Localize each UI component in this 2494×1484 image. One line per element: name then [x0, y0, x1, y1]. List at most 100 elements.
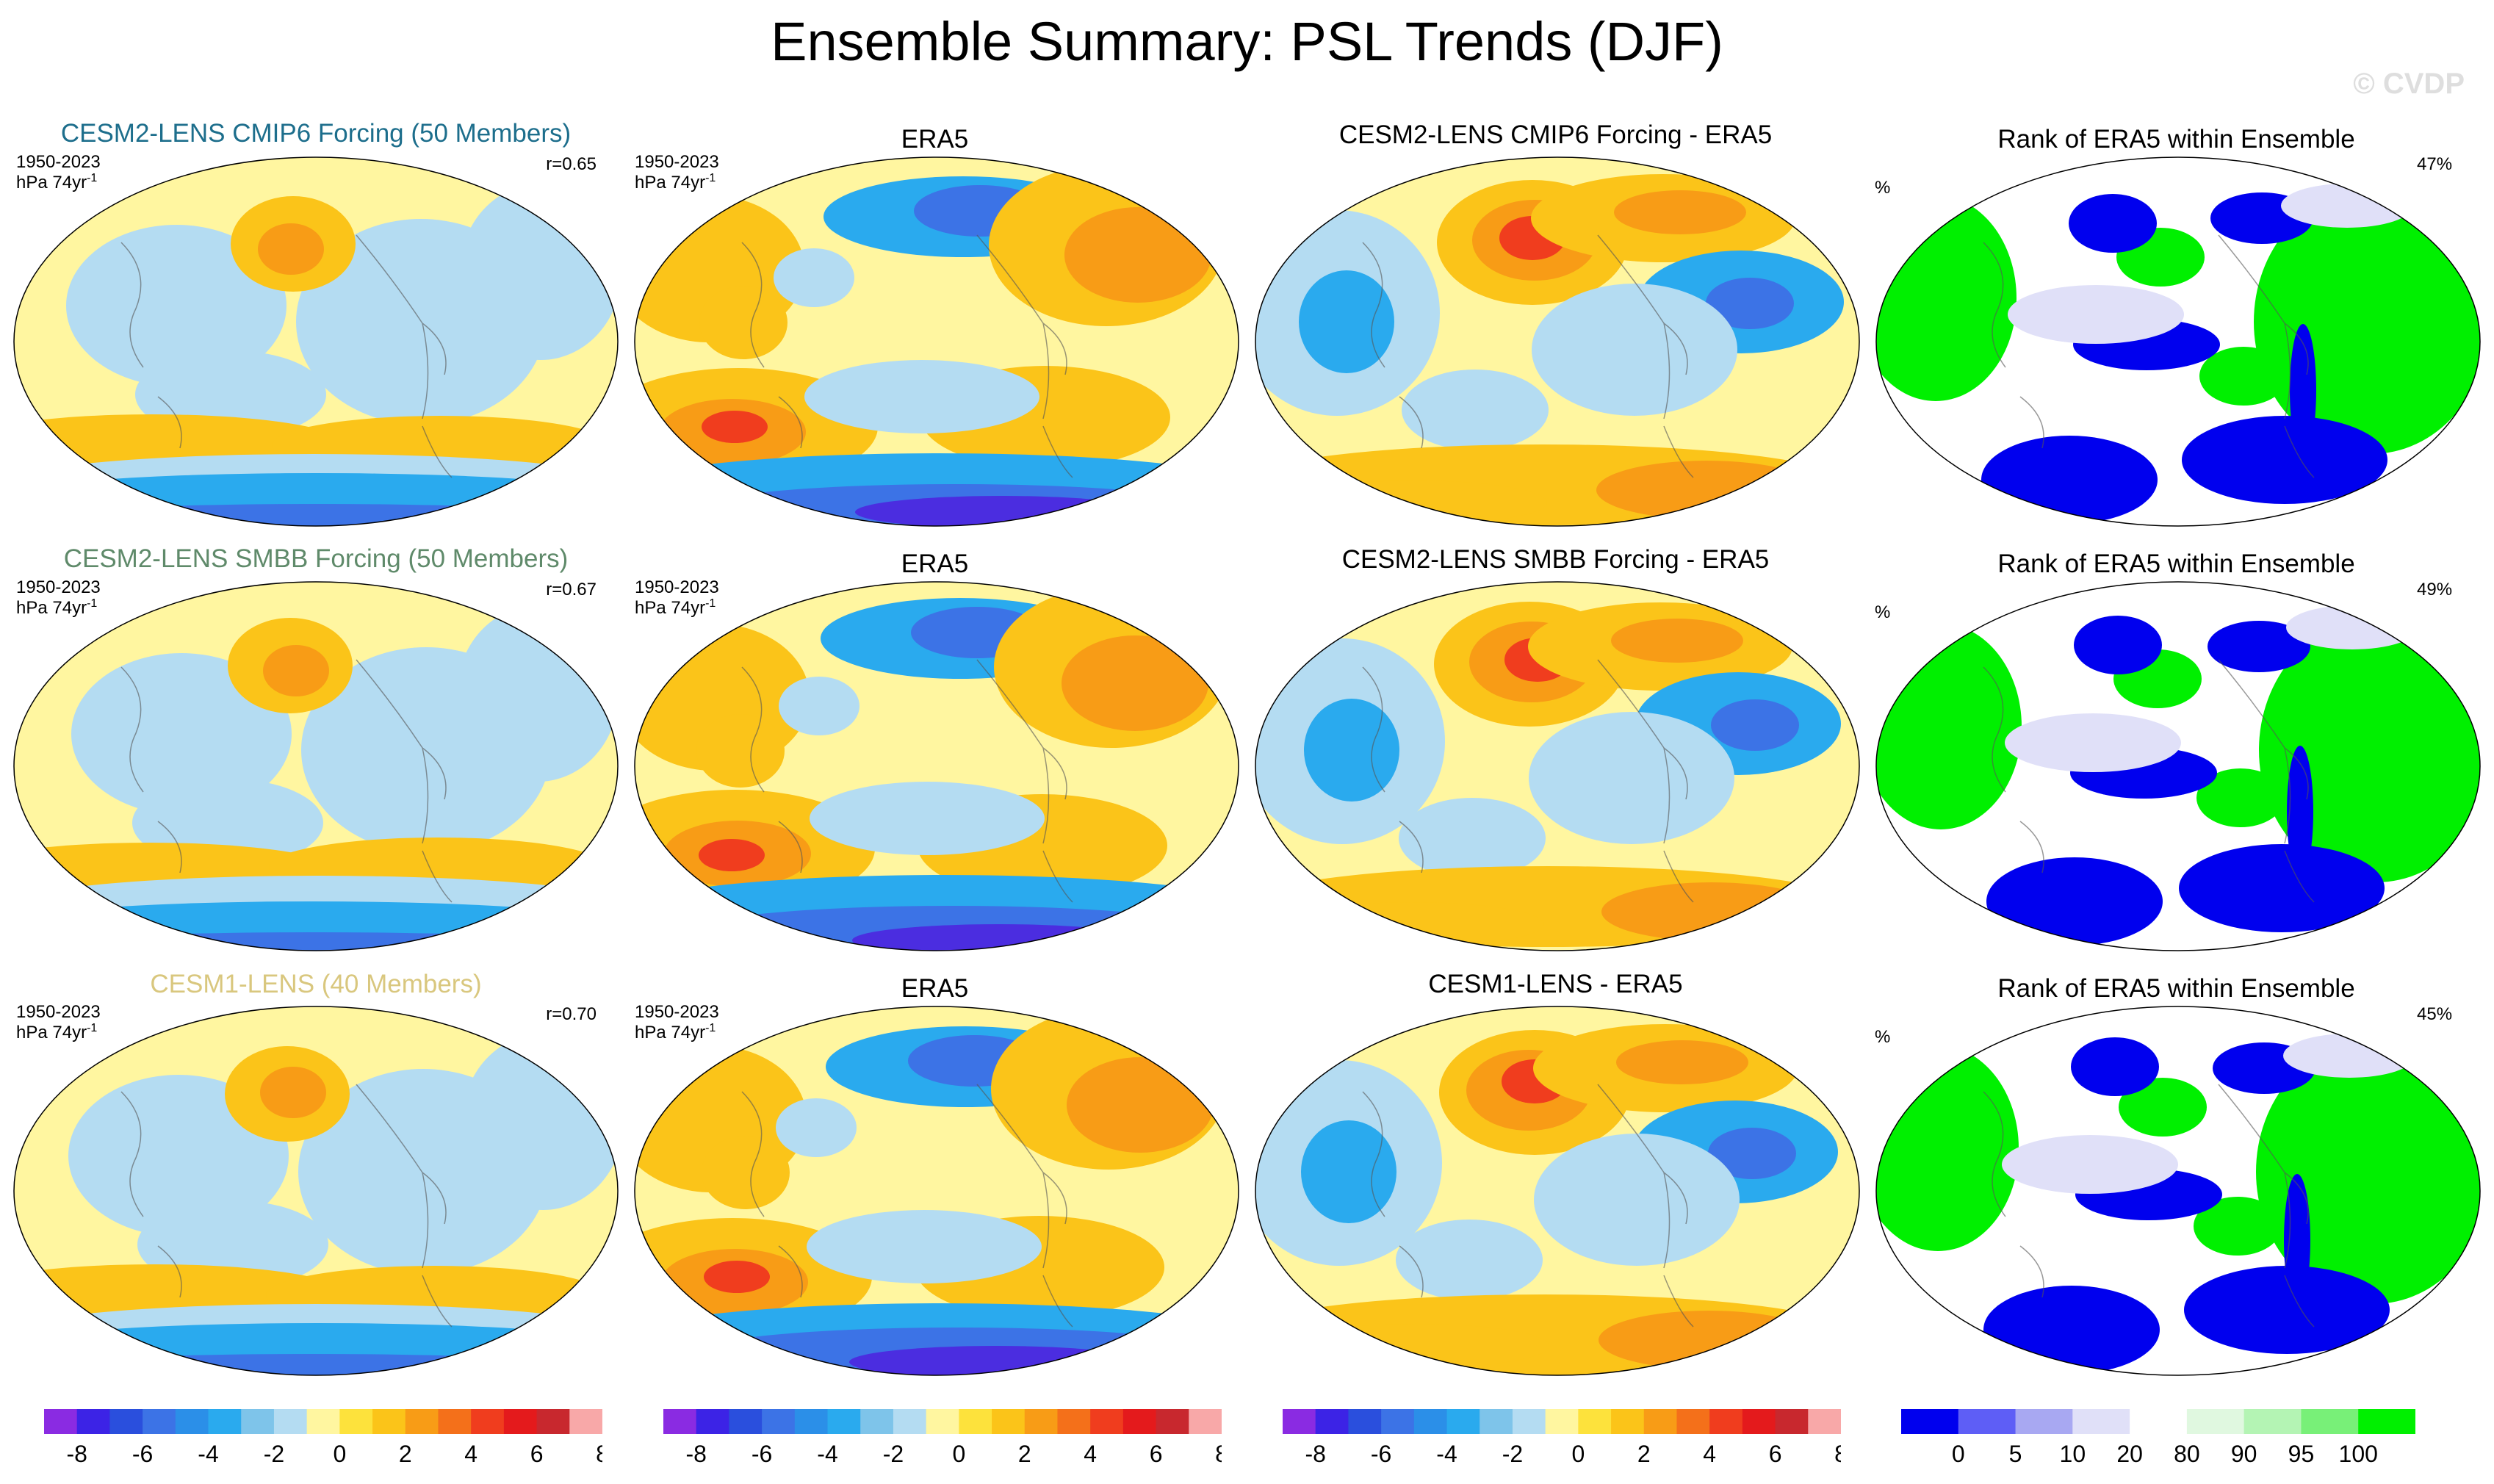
rank-colorbar-tick-label: 20 — [2116, 1441, 2143, 1467]
map-border — [1255, 581, 1860, 951]
obs-map-field-region — [855, 496, 1149, 526]
colorbar-tick-label: 4 — [464, 1441, 477, 1467]
row3-diff-map — [1255, 1006, 1860, 1376]
rank-colorbar-swatch — [2301, 1409, 2359, 1434]
map-border — [1875, 581, 2481, 951]
row2-diff-title: CESM2-LENS SMBB Forcing - ERA5 — [1341, 545, 1770, 574]
row1-rank-percent: 47% — [2417, 154, 2453, 174]
row2-annotation: 1950-2023 hPa 74yr-1 — [16, 577, 101, 618]
colorbar-swatch — [992, 1409, 1026, 1434]
row1-annotation: 1950-2023 hPa 74yr-1 — [16, 152, 101, 193]
row3-model-title: CESM1-LENS (40 Members) — [150, 970, 482, 998]
row2-obs-map — [634, 581, 1239, 951]
row2-obs-title: ERA5 — [901, 550, 969, 578]
rank-map-field-region — [1986, 857, 2163, 945]
model-map-field-region — [14, 1354, 618, 1375]
rank-colorbar-tick-label: 95 — [2288, 1441, 2315, 1467]
colorbar-tick-label: -4 — [198, 1441, 218, 1467]
rank-colorbar-swatch — [2186, 1409, 2245, 1434]
colorbar-swatch — [1381, 1409, 1415, 1434]
model-map-field-region — [460, 184, 618, 360]
diff-map-field-region — [1304, 699, 1399, 802]
colorbar-tick-label: 0 — [1571, 1441, 1585, 1467]
colorbar-tick-label: -4 — [817, 1441, 837, 1467]
diff-map-field-region — [1285, 1324, 1549, 1368]
colorbar-swatch — [1156, 1409, 1189, 1434]
colorbar-swatch — [1122, 1409, 1157, 1434]
rank-map-field-region — [2184, 1266, 2390, 1354]
rank-colorbar-tick-label: 0 — [1952, 1441, 1965, 1467]
rank-map-field-region — [2071, 1037, 2159, 1096]
obs-map-field-region — [1062, 635, 1208, 731]
colorbar-swatch — [306, 1409, 340, 1434]
colorbar-swatch — [339, 1409, 373, 1434]
obs-map-field-region — [779, 677, 859, 735]
rank-colorbar-tick-label: 80 — [2174, 1441, 2200, 1467]
row2-rank-map — [1875, 581, 2481, 951]
row2-correlation: r=0.67 — [546, 580, 597, 599]
model-map-field-region — [14, 504, 618, 526]
rank-map-field-region — [2119, 1078, 2207, 1137]
coastline-outline — [741, 1084, 1073, 1328]
diff-map-field-region — [1529, 712, 1734, 844]
row2-model-map — [13, 581, 619, 951]
row3-obs-title: ERA5 — [901, 974, 969, 1003]
diff-map-field-region — [1255, 444, 1851, 525]
diff-map-field-region — [1534, 1134, 1740, 1266]
colorbar-tick-label: 2 — [1637, 1441, 1651, 1467]
coastline-outline — [1983, 659, 2315, 903]
colorbar-swatch — [109, 1409, 143, 1434]
rank-map-field-region — [2179, 844, 2385, 932]
rank-map-field-region — [2196, 768, 2285, 827]
map-border — [634, 156, 1239, 527]
colorbar-tick-label: 8 — [1834, 1441, 1841, 1467]
colorbar-tick-label: 2 — [399, 1441, 412, 1467]
colorbar-swatch — [405, 1409, 439, 1434]
diff-map-field-region — [1532, 284, 1737, 416]
rank-map-field-region — [2194, 1197, 2282, 1256]
colorbar-tick-label: 8 — [596, 1441, 602, 1467]
diff-map-field-region — [1711, 699, 1799, 751]
colorbar-swatch — [1413, 1409, 1448, 1434]
rank-colorbar: 0 5 10 20 80 90 95 100 — [1901, 1409, 2416, 1472]
colorbar-swatch — [76, 1409, 110, 1434]
rank-map-field-region — [1981, 436, 2158, 524]
rank-map-field-region — [2008, 285, 2184, 344]
diff-map-field-region — [1708, 1128, 1796, 1179]
colorbar-swatch — [143, 1409, 176, 1434]
trend-colorbar-diff: -8 -6 -4 -2 0 2 4 6 8 — [1283, 1409, 1848, 1472]
colorbar-swatch — [175, 1409, 209, 1434]
coastline-outline — [120, 234, 453, 478]
colorbar-swatch — [438, 1409, 472, 1434]
row1-diff-title: CESM2-LENS CMIP6 Forcing - ERA5 — [1338, 120, 1773, 149]
row1-obs-title: ERA5 — [901, 125, 969, 154]
diff-map-field-region — [1402, 370, 1549, 450]
colorbar-swatch — [1189, 1409, 1222, 1434]
model-map-field-region — [71, 653, 292, 815]
diff-map-field-region — [1399, 798, 1546, 879]
colorbar-swatch — [1742, 1409, 1776, 1434]
colorbar-swatch — [1676, 1409, 1710, 1434]
rank-map-field-region — [2283, 1034, 2415, 1078]
row1-model-map — [13, 156, 619, 527]
diff-map-field-region — [1596, 461, 1817, 519]
colorbar-swatch — [1611, 1409, 1645, 1434]
colorbar-swatch — [471, 1409, 505, 1434]
row1-units: hPa 74yr-1 — [16, 172, 98, 193]
map-border — [1875, 1006, 2481, 1376]
diff-map-field-region — [1280, 902, 1544, 946]
map-border — [13, 581, 619, 951]
rank-colorbar-swatch — [1901, 1409, 1959, 1434]
colorbar-swatch — [762, 1409, 796, 1434]
rank-colorbar-tick-label: 10 — [2060, 1441, 2086, 1467]
diff-map-field-region — [1616, 1040, 1748, 1084]
obs-map-field-region — [804, 360, 1039, 433]
coastline-outline — [1983, 1084, 2315, 1328]
obs-map-field-region — [704, 1261, 770, 1293]
row1-obs-annotation: 1950-2023 hPa 74yr-1 — [635, 152, 719, 192]
coastline-outline — [741, 234, 1073, 478]
colorbar-swatch — [1480, 1409, 1513, 1434]
row3-model-map — [13, 1006, 619, 1376]
model-map-field-region — [462, 1034, 618, 1210]
rank-map-field-region — [2208, 621, 2310, 672]
